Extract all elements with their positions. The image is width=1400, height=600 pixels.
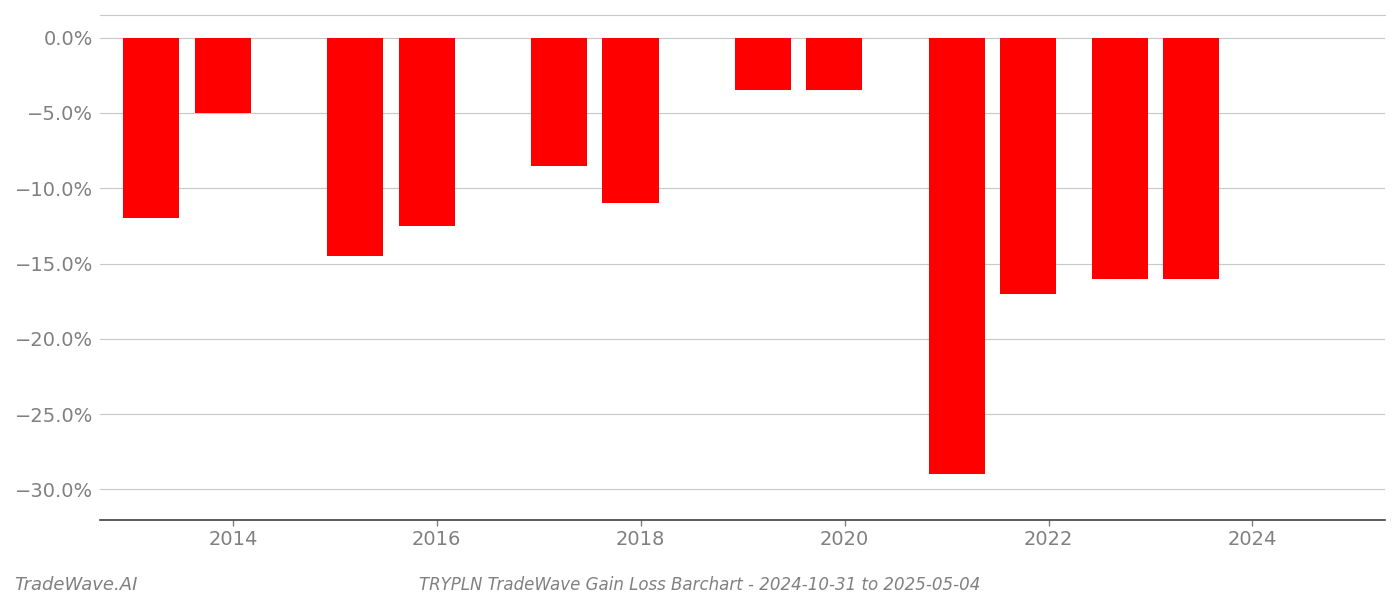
Bar (1000, 38, 1056, 293)
Bar (735, 38, 791, 91)
Bar (399, 38, 455, 226)
Bar (123, 38, 179, 218)
Bar (1092, 38, 1148, 278)
Bar (1163, 38, 1219, 278)
Bar (602, 38, 658, 203)
Bar (328, 38, 384, 256)
Bar (195, 38, 251, 113)
Bar (531, 38, 587, 166)
Text: TRYPLN TradeWave Gain Loss Barchart - 2024-10-31 to 2025-05-04: TRYPLN TradeWave Gain Loss Barchart - 20… (420, 576, 980, 594)
Bar (928, 38, 984, 475)
Bar (806, 38, 862, 91)
Text: TradeWave.AI: TradeWave.AI (14, 576, 137, 594)
